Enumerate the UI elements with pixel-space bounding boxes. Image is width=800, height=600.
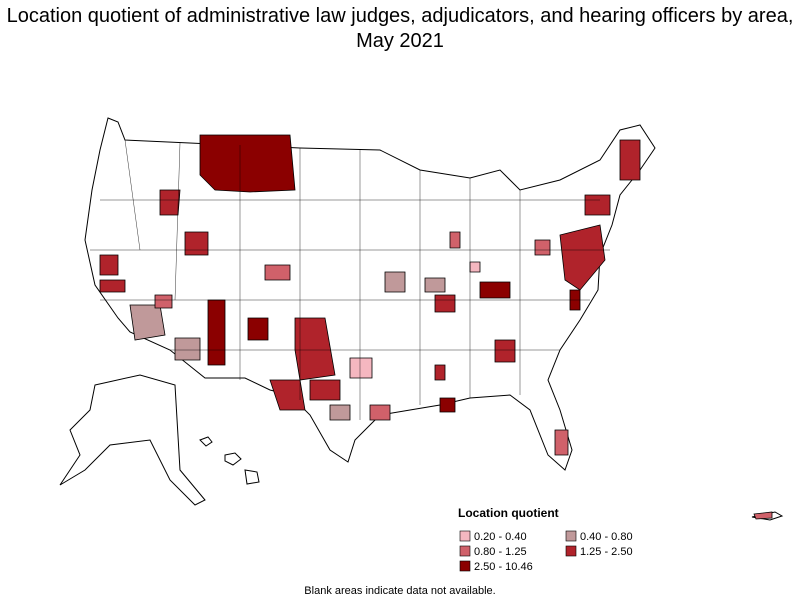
alaska xyxy=(59,374,206,506)
legend-swatch xyxy=(459,530,471,542)
area xyxy=(199,134,296,193)
area xyxy=(434,364,446,381)
area xyxy=(469,261,481,273)
footnote: Blank areas indicate data not available. xyxy=(304,585,495,597)
area xyxy=(479,281,511,299)
map-title: Location quotient of administrative law … xyxy=(6,5,794,52)
area xyxy=(154,294,173,309)
area xyxy=(424,277,446,293)
legend-label: 0.80 - 1.25 xyxy=(474,546,527,558)
us-outline xyxy=(84,117,656,471)
area xyxy=(269,379,306,411)
area xyxy=(349,357,373,379)
area xyxy=(449,231,461,249)
area xyxy=(439,397,456,413)
area xyxy=(129,304,166,341)
legend-label: 2.50 - 10.46 xyxy=(474,561,533,573)
area xyxy=(159,189,181,216)
legend-swatch xyxy=(459,560,471,572)
legend-label: 0.40 - 0.80 xyxy=(580,531,633,543)
area xyxy=(207,299,226,366)
area xyxy=(99,254,119,276)
area xyxy=(99,279,126,293)
legend-swatch xyxy=(565,545,577,557)
area xyxy=(559,224,606,291)
area xyxy=(184,231,209,256)
area xyxy=(309,379,341,401)
area xyxy=(619,139,641,181)
area xyxy=(584,194,611,216)
legend-title: Location quotient xyxy=(458,506,559,520)
area xyxy=(753,511,773,520)
legend-label: 0.20 - 0.40 xyxy=(474,531,527,543)
hawaii xyxy=(199,436,260,485)
area xyxy=(434,294,456,313)
legend-label: 1.25 - 2.50 xyxy=(580,546,633,558)
area xyxy=(247,317,269,341)
area-borders xyxy=(90,139,610,420)
area xyxy=(264,264,291,281)
area xyxy=(534,239,551,256)
area xyxy=(174,337,201,361)
area xyxy=(369,404,391,421)
area xyxy=(384,271,406,293)
area xyxy=(329,404,351,421)
area xyxy=(294,317,336,381)
legend-swatch xyxy=(459,545,471,557)
area xyxy=(554,429,569,456)
legend-swatch xyxy=(565,530,577,542)
area xyxy=(494,339,516,363)
